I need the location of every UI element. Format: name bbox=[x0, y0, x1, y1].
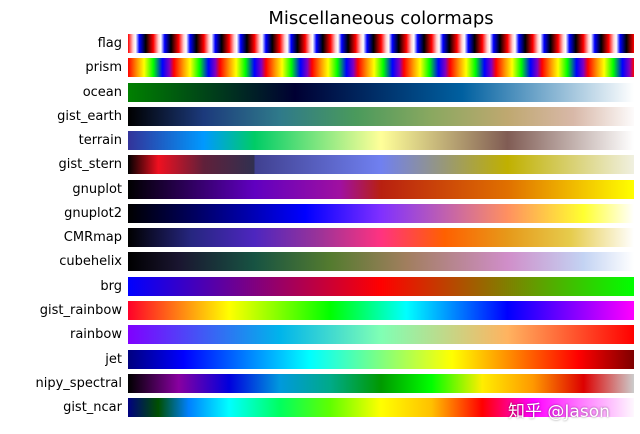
colormap-bar bbox=[128, 300, 634, 320]
colormap-bar bbox=[128, 58, 634, 78]
colormap-label: rainbow bbox=[70, 327, 122, 343]
colormap-bar bbox=[128, 373, 634, 393]
colormap-bar bbox=[128, 325, 634, 345]
colormap-label: CMRmap bbox=[63, 230, 122, 246]
colormap-bar bbox=[128, 252, 634, 272]
colormap-bar bbox=[128, 155, 634, 175]
colormap-label: gist_ncar bbox=[63, 400, 122, 416]
colormap-label: gnuplot bbox=[72, 181, 122, 197]
colormap-bar bbox=[128, 131, 634, 151]
colormap-label: cubehelix bbox=[59, 254, 122, 270]
colormap-label: jet bbox=[105, 351, 122, 367]
colormap-bar bbox=[128, 349, 634, 369]
colormap-label: nipy_spectral bbox=[35, 375, 123, 391]
colormap-bar bbox=[128, 106, 634, 126]
colormap-label: gnuplot2 bbox=[64, 205, 122, 221]
colormap-bar bbox=[128, 179, 634, 199]
colormap-label: prism bbox=[85, 60, 122, 76]
colormap-bar bbox=[128, 398, 634, 418]
colormap-bar bbox=[128, 34, 634, 53]
colormap-label: brg bbox=[100, 278, 122, 294]
colormap-label: terrain bbox=[78, 133, 122, 149]
colormap-bar bbox=[128, 228, 634, 248]
title: Miscellaneous colormaps bbox=[268, 8, 494, 29]
colormap-label: ocean bbox=[82, 84, 122, 100]
colormap-label: gist_stern bbox=[58, 157, 122, 173]
colormap-bar bbox=[128, 82, 634, 102]
colormap-label: gist_earth bbox=[57, 108, 122, 124]
colormap-bar bbox=[128, 276, 634, 296]
colormap-label: gist_rainbow bbox=[39, 302, 122, 318]
watermark: 知乎 @Jason bbox=[508, 402, 610, 422]
colormap-bar bbox=[128, 203, 634, 223]
colormap-label: flag bbox=[97, 36, 122, 51]
